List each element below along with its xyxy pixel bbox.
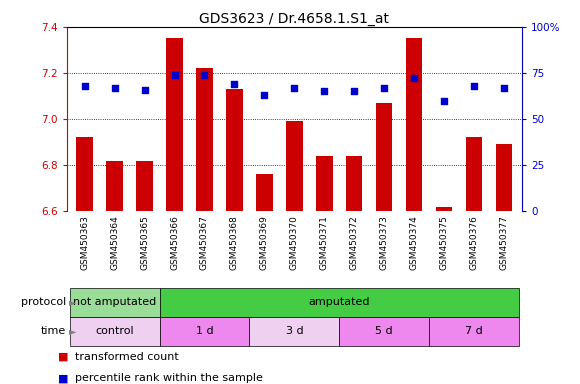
Bar bbox=[196, 68, 213, 211]
Text: GSM450370: GSM450370 bbox=[290, 215, 299, 270]
Text: GSM450373: GSM450373 bbox=[380, 215, 389, 270]
Bar bbox=[466, 137, 483, 211]
Text: GSM450376: GSM450376 bbox=[470, 215, 478, 270]
Point bbox=[140, 86, 149, 93]
Bar bbox=[77, 137, 93, 211]
Point bbox=[80, 83, 89, 89]
Text: percentile rank within the sample: percentile rank within the sample bbox=[75, 373, 263, 383]
Point bbox=[320, 88, 329, 94]
Text: transformed count: transformed count bbox=[75, 352, 179, 362]
Bar bbox=[429, 317, 519, 346]
Bar bbox=[316, 156, 332, 211]
Point bbox=[350, 88, 359, 94]
Text: GSM450374: GSM450374 bbox=[409, 215, 419, 270]
Text: GSM450363: GSM450363 bbox=[80, 215, 89, 270]
Point bbox=[110, 84, 119, 91]
Text: GSM450371: GSM450371 bbox=[320, 215, 329, 270]
Text: 1 d: 1 d bbox=[195, 326, 213, 336]
Text: GSM450369: GSM450369 bbox=[260, 215, 269, 270]
Bar bbox=[286, 121, 303, 211]
Text: GSM450367: GSM450367 bbox=[200, 215, 209, 270]
Bar bbox=[160, 317, 249, 346]
Point bbox=[290, 84, 299, 91]
Text: not amputated: not amputated bbox=[73, 297, 156, 308]
Title: GDS3623 / Dr.4658.1.S1_at: GDS3623 / Dr.4658.1.S1_at bbox=[200, 12, 389, 26]
Bar bbox=[166, 38, 183, 211]
Bar bbox=[70, 317, 160, 346]
Bar bbox=[249, 317, 339, 346]
Text: 3 d: 3 d bbox=[285, 326, 303, 336]
Point bbox=[440, 98, 449, 104]
Text: protocol: protocol bbox=[21, 297, 66, 308]
Point bbox=[200, 72, 209, 78]
Bar bbox=[70, 288, 160, 317]
Point bbox=[230, 81, 239, 87]
Bar bbox=[496, 144, 512, 211]
Point bbox=[260, 92, 269, 98]
Text: GSM450366: GSM450366 bbox=[170, 215, 179, 270]
Bar bbox=[256, 174, 273, 211]
Bar bbox=[436, 207, 452, 211]
Point bbox=[379, 84, 389, 91]
Bar bbox=[226, 89, 242, 211]
Point bbox=[170, 72, 179, 78]
Text: GSM450372: GSM450372 bbox=[350, 215, 359, 270]
Text: ►: ► bbox=[69, 297, 77, 308]
Text: 7 d: 7 d bbox=[465, 326, 483, 336]
Point bbox=[409, 75, 419, 81]
Point bbox=[499, 84, 509, 91]
Bar bbox=[160, 288, 519, 317]
Bar bbox=[106, 161, 123, 211]
Bar bbox=[136, 161, 153, 211]
Text: GSM450364: GSM450364 bbox=[110, 215, 119, 270]
Bar bbox=[339, 317, 429, 346]
Bar bbox=[376, 103, 393, 211]
Text: time: time bbox=[41, 326, 66, 336]
Text: GSM450368: GSM450368 bbox=[230, 215, 239, 270]
Text: GSM450375: GSM450375 bbox=[440, 215, 448, 270]
Text: amputated: amputated bbox=[309, 297, 370, 308]
Text: ■: ■ bbox=[58, 373, 68, 383]
Text: 5 d: 5 d bbox=[375, 326, 393, 336]
Text: control: control bbox=[95, 326, 134, 336]
Point bbox=[469, 83, 478, 89]
Bar bbox=[346, 156, 362, 211]
Text: ■: ■ bbox=[58, 352, 68, 362]
Text: GSM450365: GSM450365 bbox=[140, 215, 149, 270]
Text: GSM450377: GSM450377 bbox=[499, 215, 509, 270]
Bar bbox=[406, 38, 422, 211]
Text: ►: ► bbox=[69, 326, 77, 336]
